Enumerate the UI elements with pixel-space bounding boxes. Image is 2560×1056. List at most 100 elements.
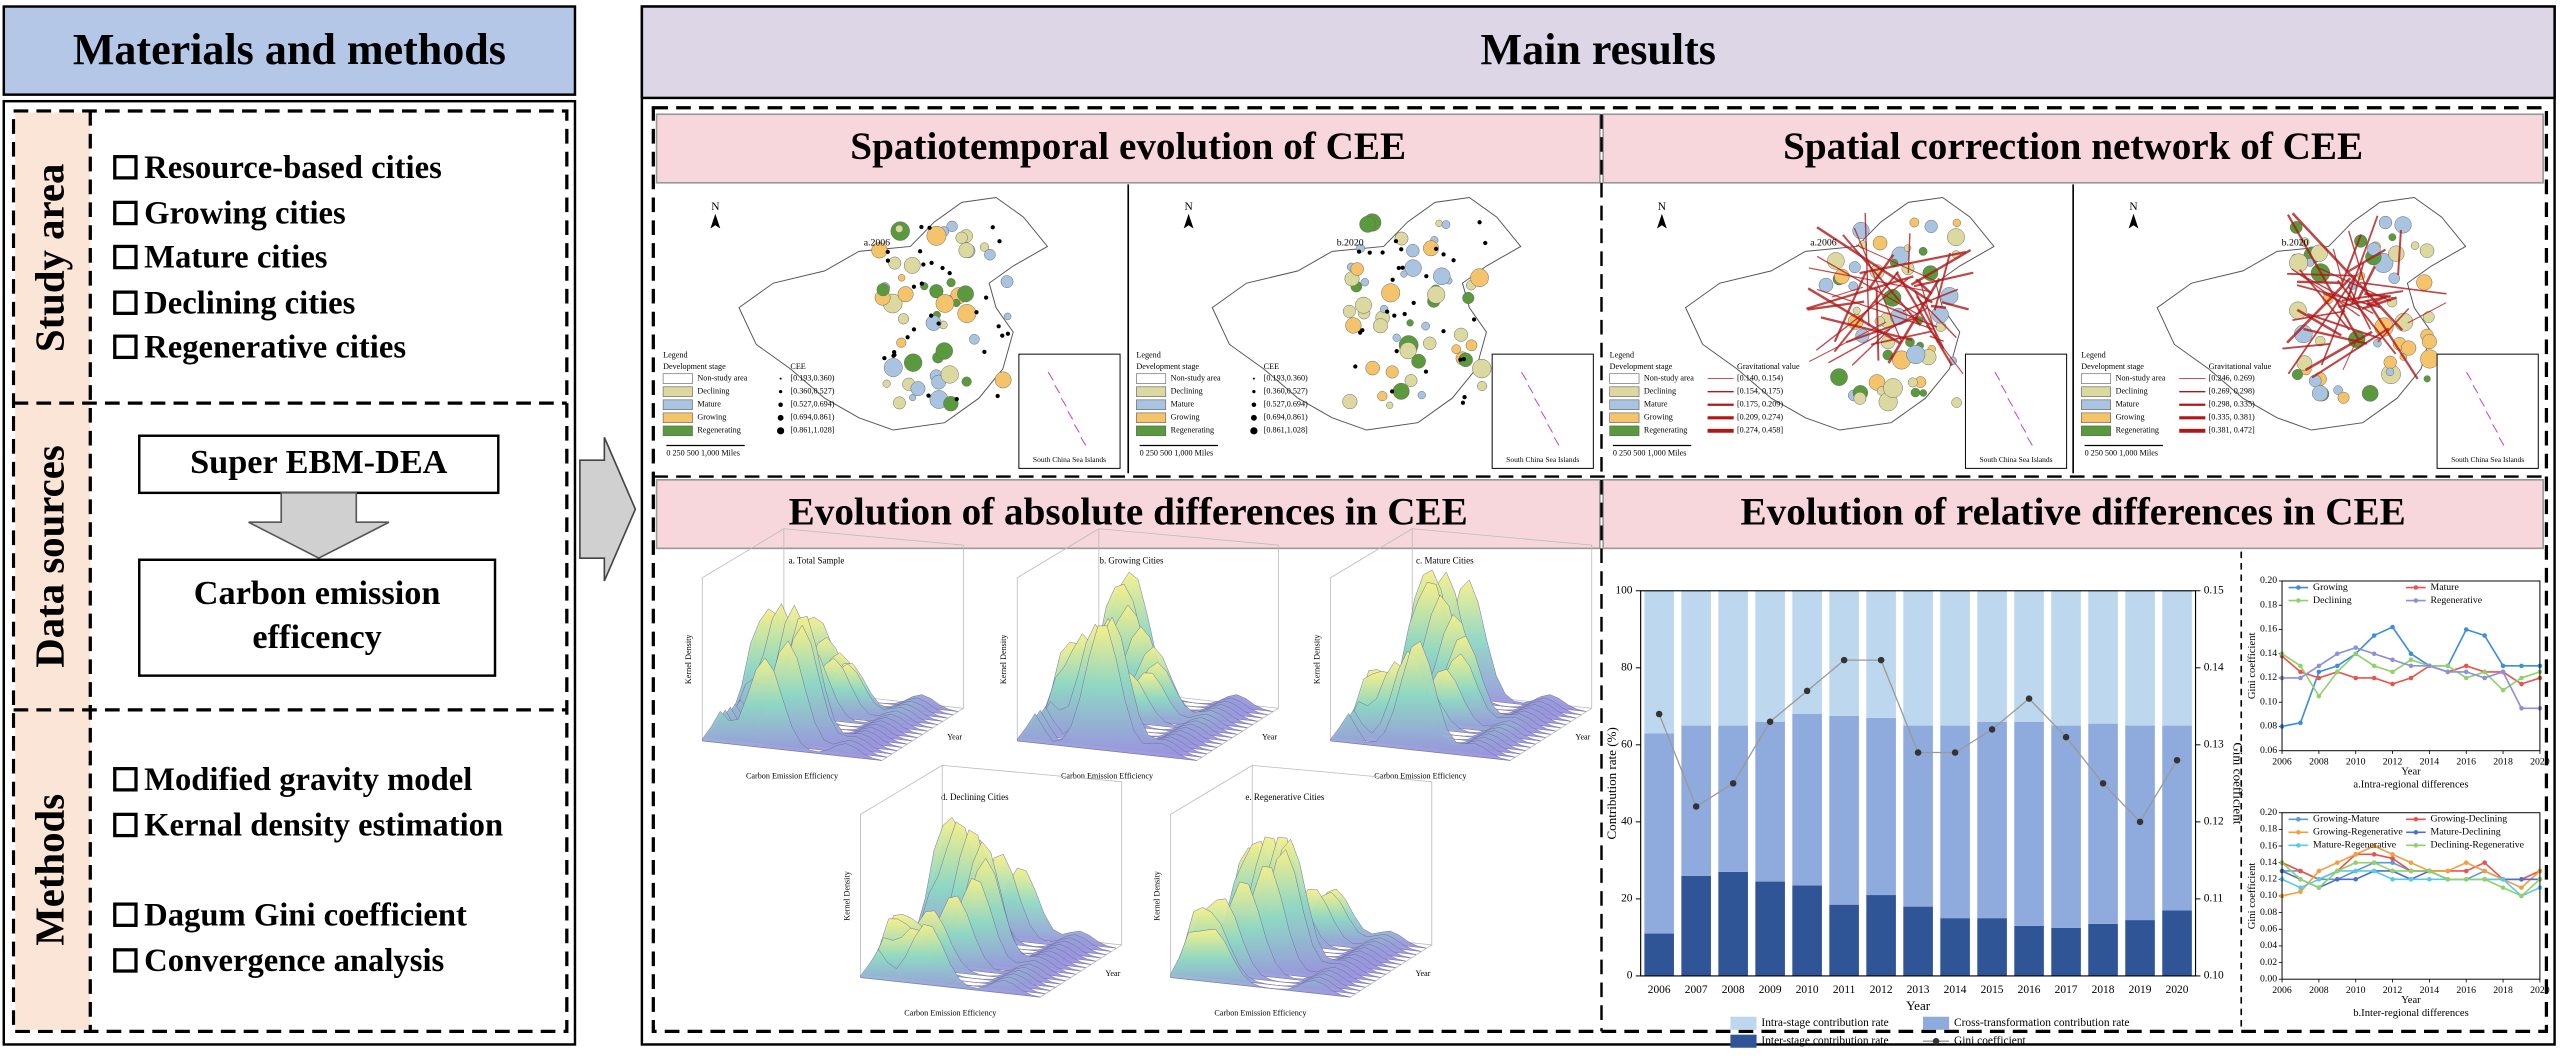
checkbox xyxy=(113,155,138,180)
legend-dot xyxy=(779,377,782,380)
density-surface xyxy=(860,924,1041,998)
right-header xyxy=(640,5,2556,100)
legend-heading: CEE xyxy=(1264,362,1279,371)
chart-caption: b.Inter-regional differences xyxy=(2353,1008,2468,1019)
legend-text: [0.861,1.028] xyxy=(1264,426,1308,435)
city-area xyxy=(1883,378,1903,398)
city-area xyxy=(2423,375,2431,383)
legend-text: Mature xyxy=(2431,582,2459,593)
series-point xyxy=(2390,852,2395,857)
series-point xyxy=(2427,877,2432,882)
city-area xyxy=(943,396,959,412)
series-point xyxy=(2298,889,2303,895)
north-label: N xyxy=(1658,201,1666,213)
city-area xyxy=(1872,235,1888,251)
city-area xyxy=(2291,369,2303,381)
cee-dot xyxy=(1390,277,1395,282)
legend-heading: Legend xyxy=(1610,351,1634,360)
network-link xyxy=(1941,301,1969,311)
legend-dot xyxy=(778,390,783,394)
city-area xyxy=(1359,215,1377,233)
bar-segment xyxy=(1718,871,1748,976)
bar-segment xyxy=(2162,910,2192,976)
x-tick-label: 2019 xyxy=(2129,984,2152,996)
series-point xyxy=(2408,868,2414,874)
x-tick-label: 2014 xyxy=(1944,984,1967,996)
plot-title: a. Total Sample xyxy=(789,555,845,565)
city-area xyxy=(1404,374,1418,387)
legend-text: Cross-transformation contribution rate xyxy=(1954,1017,2130,1029)
legend-dot xyxy=(2296,585,2301,590)
city-area xyxy=(1853,391,1867,405)
cee-dot xyxy=(974,310,979,315)
city-area xyxy=(984,248,996,261)
series-point xyxy=(2445,868,2451,874)
city-area xyxy=(955,231,968,244)
series-point xyxy=(2371,675,2377,681)
map-caption: b.2020 xyxy=(2282,237,2309,248)
series-point xyxy=(2427,868,2432,874)
cee-dot xyxy=(927,225,932,230)
right-title: Main results xyxy=(1481,25,1716,74)
city-area xyxy=(961,376,972,387)
network-link xyxy=(2351,262,2365,305)
inset-dash xyxy=(2472,384,2479,394)
checkbox xyxy=(113,902,138,927)
network-link xyxy=(1930,304,1947,309)
y-tick-label: 0.10 xyxy=(2260,696,2277,707)
city-area xyxy=(2410,241,2420,250)
x-tick-label: 2012 xyxy=(2383,985,2403,996)
city-area xyxy=(897,313,910,325)
network-link xyxy=(1806,275,1914,310)
legend-text: Non-study area xyxy=(2116,373,2166,382)
density-surface xyxy=(1330,640,1511,761)
legend-dot xyxy=(2413,585,2419,590)
legend-swatch xyxy=(1609,399,1640,410)
panel-header xyxy=(655,113,1601,184)
legend-text: Non-study area xyxy=(1644,373,1694,382)
bar-segment xyxy=(1977,918,2007,976)
legend-text: Growing xyxy=(697,413,726,422)
network-link xyxy=(1870,330,1932,346)
bar-segment xyxy=(2162,590,2192,726)
cee-dot xyxy=(1411,300,1416,306)
series-point xyxy=(2408,860,2414,865)
city-area xyxy=(1406,319,1414,327)
city-area xyxy=(935,294,955,313)
inset-dash xyxy=(1553,437,1560,446)
series-line xyxy=(2281,853,2541,881)
legend-heading: Gravitational value xyxy=(2209,362,2272,371)
city-area xyxy=(2361,385,2379,402)
bar-segment xyxy=(1718,590,1748,726)
network-link xyxy=(2292,310,2346,321)
series-point xyxy=(2482,675,2487,681)
gini-point xyxy=(1951,749,1959,756)
item-box: Declining cities xyxy=(144,286,355,322)
down-arrow xyxy=(248,492,390,560)
x-tick-label: 2014 xyxy=(2420,756,2440,767)
city-area xyxy=(2289,253,2309,273)
legend-dot xyxy=(2413,816,2419,822)
legend-text: Mature-Declining xyxy=(2431,827,2501,838)
series-point xyxy=(2316,868,2322,874)
legend-swatch xyxy=(1136,386,1167,397)
series-point xyxy=(2335,669,2340,675)
series-point xyxy=(2519,705,2524,711)
bar-segment xyxy=(1940,590,1970,726)
item-box: Dagum Gini coefficient xyxy=(144,898,467,934)
city-area xyxy=(1345,317,1362,334)
city-area xyxy=(2401,340,2417,356)
city-area xyxy=(1350,262,1364,276)
gini-point xyxy=(2025,695,2033,702)
legend-dot xyxy=(1250,427,1258,435)
city-area xyxy=(2422,311,2435,323)
y-axis-label: Gini coefficient xyxy=(2247,633,2258,700)
legend-text: Regenerating xyxy=(697,426,740,435)
y2-tick-label: 0.15 xyxy=(2204,584,2224,596)
network-link xyxy=(2359,281,2447,295)
axis-label: Kernel Density xyxy=(684,634,693,684)
network-link xyxy=(2366,299,2419,380)
legend-text: Growing xyxy=(2116,413,2145,422)
legend-text: Inter-stage contribution rate xyxy=(1761,1035,1888,1047)
checkbox xyxy=(113,812,138,838)
